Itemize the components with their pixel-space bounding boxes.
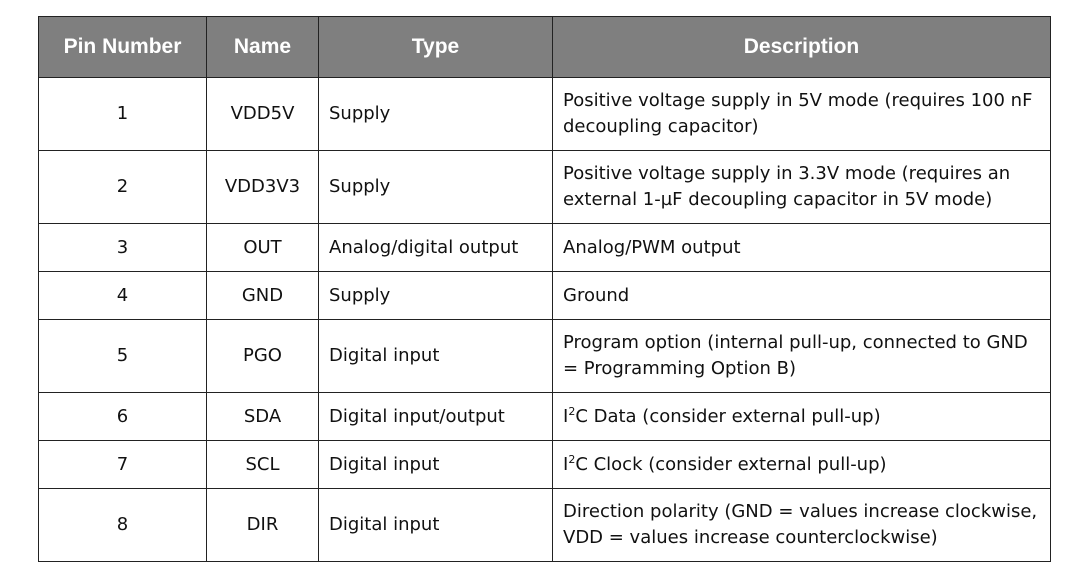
- cell-pin-number: 7: [38, 440, 207, 489]
- header-pin-number: Pin Number: [38, 16, 207, 78]
- cell-name: GND: [206, 271, 319, 320]
- cell-description: Positive voltage supply in 3.3V mode (re…: [552, 150, 1051, 224]
- cell-type: Digital input: [318, 488, 553, 562]
- cell-description: Analog/PWM output: [552, 223, 1051, 272]
- cell-type: Supply: [318, 77, 553, 151]
- cell-name: VDD3V3: [206, 150, 319, 224]
- table-row: 5 PGO Digital input Program option (interna…: [38, 319, 1051, 393]
- table-row: 7 SCL Digital input I2C Clock (consider ext…: [38, 440, 1051, 489]
- cell-description: Ground: [552, 271, 1051, 320]
- cell-name: VDD5V: [206, 77, 319, 151]
- cell-type: Supply: [318, 150, 553, 224]
- header-type: Type: [318, 16, 553, 78]
- cell-name: SDA: [206, 392, 319, 441]
- cell-type: Supply: [318, 271, 553, 320]
- description-text: I: [563, 453, 569, 475]
- cell-type: Digital input: [318, 440, 553, 489]
- cell-name: OUT: [206, 223, 319, 272]
- table-header-row: Pin Number Name Type Description: [38, 16, 1051, 78]
- cell-description: Program option (internal pull-up, connec…: [552, 319, 1051, 393]
- description-text: Positive voltage supply in 3.3V mode (re…: [563, 163, 1011, 210]
- table-row: 2 VDD3V3 Supply Positive voltage supply in …: [38, 150, 1051, 224]
- cell-name: DIR: [206, 488, 319, 562]
- description-superscript: 2: [568, 404, 576, 418]
- description-text: Positive voltage supply in 5V mode (requ…: [563, 90, 1033, 137]
- description-superscript: 2: [568, 452, 576, 466]
- table-row: 8 DIR Digital input Direction polarity (GND…: [38, 488, 1051, 562]
- description-text: Ground: [563, 284, 630, 306]
- table-row: 3 OUT Analog/digital output Analog/PWM outp…: [38, 223, 1051, 272]
- cell-description: Positive voltage supply in 5V mode (requ…: [552, 77, 1051, 151]
- cell-pin-number: 5: [38, 319, 207, 393]
- cell-name: PGO: [206, 319, 319, 393]
- cell-pin-number: 2: [38, 150, 207, 224]
- table-row: 4 GND Supply Ground: [38, 271, 1051, 320]
- table-row: 6 SDA Digital input/output I2C Data (consid…: [38, 392, 1051, 441]
- cell-type: Analog/digital output: [318, 223, 553, 272]
- description-text-rest: C Data (consider external pull-up): [575, 405, 881, 427]
- header-name: Name: [206, 16, 319, 78]
- pin-description-table: Pin Number Name Type Description 1 VDD5V S…: [38, 16, 1051, 562]
- cell-pin-number: 6: [38, 392, 207, 441]
- description-text: I: [563, 405, 569, 427]
- header-description: Description: [552, 16, 1051, 78]
- description-text: Analog/PWM output: [563, 236, 741, 258]
- cell-description: I2C Clock (consider external pull-up): [552, 440, 1051, 489]
- cell-description: I2C Data (consider external pull-up): [552, 392, 1051, 441]
- cell-pin-number: 8: [38, 488, 207, 562]
- cell-type: Digital input: [318, 319, 553, 393]
- cell-description: Direction polarity (GND = values increas…: [552, 488, 1051, 562]
- description-text: Program option (internal pull-up, connec…: [563, 332, 1028, 379]
- cell-type: Digital input/output: [318, 392, 553, 441]
- cell-pin-number: 1: [38, 77, 207, 151]
- table-row: 1 VDD5V Supply Positive voltage supply in 5…: [38, 77, 1051, 151]
- cell-pin-number: 4: [38, 271, 207, 320]
- cell-name: SCL: [206, 440, 319, 489]
- description-text: Direction polarity (GND = values increas…: [563, 501, 1038, 548]
- cell-pin-number: 3: [38, 223, 207, 272]
- description-text-rest: C Clock (consider external pull-up): [575, 453, 887, 475]
